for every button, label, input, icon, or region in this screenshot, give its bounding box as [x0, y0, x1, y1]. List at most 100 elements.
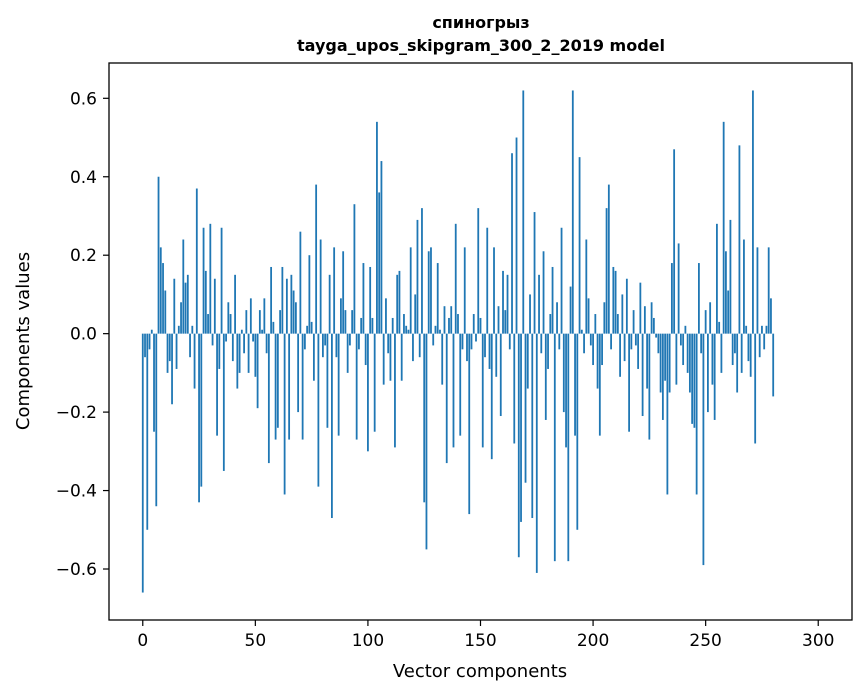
bar-component-162: [506, 274, 509, 334]
bar-component-46: [245, 310, 248, 334]
bar-component-211: [616, 314, 619, 334]
bar-component-280: [772, 333, 775, 397]
y-axis-ticks: −0.6 −0.4 −0.2 0.0 0.2 0.4 0.6: [56, 89, 109, 580]
x-tick-label: 200: [577, 631, 609, 651]
bar-component-218: [632, 310, 635, 334]
bar-component-66: [290, 274, 293, 334]
bar-component-69: [297, 333, 300, 413]
bar-component-263: [734, 333, 736, 354]
bar-component-61: [279, 310, 282, 334]
bar-component-9: [162, 263, 164, 334]
bar-component-10: [164, 290, 167, 334]
bar-component-32: [213, 278, 216, 334]
bar-component-88: [340, 298, 342, 334]
bar-component-22: [191, 325, 194, 334]
bar-component-101: [369, 266, 372, 334]
bar-component-187: [562, 333, 565, 413]
bar-component-214: [623, 333, 626, 362]
bar-component-270: [749, 333, 752, 377]
bar-component-79: [319, 239, 322, 334]
bar-component-70: [299, 231, 302, 334]
bar-component-171: [526, 333, 529, 389]
bar-component-237: [675, 333, 678, 385]
y-tick-label: −0.6: [56, 560, 97, 580]
bar-component-102: [371, 317, 374, 334]
x-tick-label: 0: [137, 631, 148, 651]
bar-component-91: [346, 333, 349, 373]
bar-component-256: [718, 321, 721, 334]
bar-component-115: [400, 333, 403, 381]
bar-component-16: [177, 325, 180, 334]
bar-component-4: [150, 329, 153, 334]
x-tick-label: 250: [689, 631, 721, 651]
bar-component-90: [344, 310, 347, 334]
bar-component-106: [380, 161, 383, 334]
bar-component-78: [317, 333, 320, 487]
bar-component-146: [470, 333, 473, 350]
bar-component-80: [321, 333, 324, 358]
x-tick-label: 300: [802, 631, 834, 651]
x-tick-label: 100: [352, 631, 384, 651]
bar-component-117: [405, 325, 408, 334]
bar-component-94: [353, 204, 356, 334]
bar-component-276: [763, 333, 766, 350]
bar-component-122: [416, 219, 419, 334]
bar-component-51: [256, 333, 259, 409]
bar-component-260: [727, 290, 730, 334]
bar-component-2: [146, 333, 149, 530]
bar-component-64: [285, 278, 288, 334]
bar-component-219: [634, 333, 637, 346]
bar-component-189: [567, 333, 570, 562]
bar-component-269: [747, 333, 750, 362]
bar-component-181: [549, 314, 552, 334]
y-tick-label: 0.6: [70, 89, 97, 109]
bar-component-99: [364, 333, 367, 366]
bar-component-201: [594, 314, 597, 334]
bar-component-248: [700, 333, 703, 354]
bar-component-116: [403, 314, 405, 334]
bar-component-39: [229, 314, 232, 334]
bar-component-87: [337, 333, 340, 436]
bar-component-198: [587, 298, 590, 334]
bar-component-52: [258, 310, 261, 334]
bar-component-212: [619, 333, 621, 377]
bar-component-109: [387, 333, 390, 354]
bar-component-274: [758, 333, 761, 358]
bar-component-114: [398, 270, 401, 334]
bar-component-34: [218, 333, 221, 369]
bar-component-179: [544, 333, 547, 420]
y-axis-label: Components values: [13, 252, 34, 430]
bar-component-168: [520, 333, 522, 522]
bar-component-38: [227, 302, 230, 334]
bar-component-188: [565, 333, 567, 448]
bar-component-148: [475, 333, 477, 342]
bar-component-76: [312, 333, 315, 381]
bar-component-244: [691, 333, 694, 424]
bar-component-150: [479, 317, 482, 334]
bar-component-107: [382, 333, 385, 385]
bar-component-118: [407, 329, 410, 334]
bar-component-176: [538, 274, 540, 334]
bar-component-40: [231, 333, 234, 362]
bar-component-147: [472, 314, 475, 334]
bar-component-230: [659, 333, 662, 393]
bar-component-68: [294, 302, 297, 334]
bar-component-95: [355, 333, 358, 440]
bar-component-182: [551, 266, 554, 334]
bar-component-130: [434, 325, 437, 334]
bar-component-271: [752, 90, 754, 334]
bar-component-57: [270, 266, 273, 334]
bar-component-45: [243, 333, 245, 354]
bar-component-186: [560, 227, 563, 334]
bar-component-151: [481, 333, 484, 448]
bar-component-18: [182, 239, 185, 334]
bar-component-49: [252, 333, 254, 342]
bar-component-19: [184, 282, 187, 334]
bar-component-100: [367, 333, 369, 452]
bar-component-229: [657, 333, 660, 354]
bar-component-136: [448, 317, 450, 334]
bar-component-120: [412, 333, 414, 362]
bar-component-204: [601, 333, 603, 366]
bar-component-278: [767, 247, 770, 334]
bar-component-12: [168, 333, 171, 362]
